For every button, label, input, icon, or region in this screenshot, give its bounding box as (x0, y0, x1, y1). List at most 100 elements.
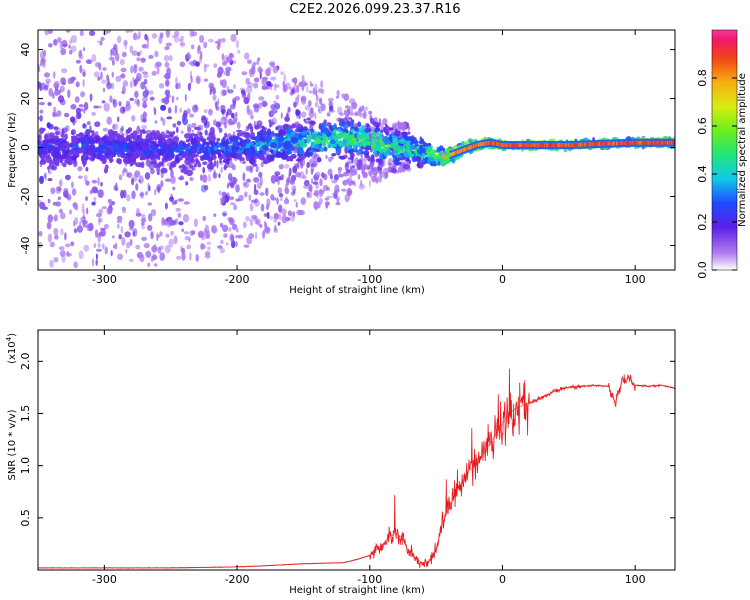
spectrogram-cell (322, 127, 329, 134)
spectrogram-cell (280, 174, 285, 178)
spectrogram-cell (136, 35, 140, 40)
spectrogram-cell (174, 104, 178, 114)
spectrogram-cell (219, 79, 223, 86)
spectrogram-cell (60, 228, 64, 236)
spectrogram-cell (347, 146, 352, 150)
spectrogram-cell (362, 112, 366, 119)
carrier-core (673, 140, 675, 145)
spectrogram-cell (310, 163, 315, 172)
spectrogram-cell (97, 153, 102, 159)
spectrogram-cell (156, 65, 160, 75)
spectrogram-cell (283, 73, 287, 83)
spectrogram-cell (382, 118, 388, 125)
spectrogram-cell (149, 153, 156, 160)
carrier-core (664, 140, 667, 145)
spectrogram-cell (213, 63, 218, 68)
spectrogram-cell (299, 142, 308, 148)
spectrogram-cell (165, 79, 170, 87)
spectrogram-cell (47, 178, 53, 182)
spectrogram-cell (244, 133, 251, 139)
spectrogram-cell (131, 161, 137, 165)
spectrogram-cell (399, 138, 406, 144)
spectrogram-cell (39, 201, 46, 210)
spectrogram-cell (186, 244, 192, 250)
spectrogram-cell (247, 178, 251, 183)
carrier-core (637, 140, 639, 145)
spectrogram-cell (258, 171, 263, 178)
spectrogram-cell (123, 148, 131, 153)
spectrogram-cell (190, 75, 193, 84)
spectrogram-cell (102, 127, 108, 132)
carrier-core (606, 141, 609, 146)
snr-frame (37, 329, 676, 571)
spectrogram-cell (235, 39, 240, 49)
spectrogram-cell (141, 71, 149, 75)
spectrogram-cell (136, 72, 142, 82)
spectrogram-cell (327, 97, 334, 102)
carrier-core (450, 152, 453, 157)
spectrogram-cell (121, 169, 125, 177)
spectrogram-cell (407, 131, 411, 135)
spectrogram-cell (51, 165, 57, 171)
spectrogram-cell (160, 116, 163, 122)
spectrogram-cell (85, 145, 90, 153)
spectrogram-cell (236, 129, 243, 133)
spectrogram-cell (150, 168, 155, 175)
spectrogram-cell (165, 94, 172, 99)
spectrogram-cell (272, 197, 277, 201)
spectrogram-cell (281, 146, 284, 150)
carrier-core (565, 143, 567, 148)
spectrogram-cell (349, 171, 353, 178)
spectrogram-cell (200, 156, 205, 161)
carrier-core (572, 143, 575, 147)
spectrogram-cell (350, 141, 355, 147)
spectrogram-cell (203, 109, 208, 114)
carrier-core (598, 142, 600, 146)
spectrogram-cell (317, 88, 324, 94)
spectrogram-cell (147, 133, 152, 138)
spectrogram-cell (167, 144, 171, 151)
spectrogram-cell (357, 174, 361, 180)
spectrogram-cell (314, 206, 318, 211)
spectrogram-cell (207, 38, 214, 43)
spectrogram-cell (60, 48, 67, 56)
spectrogram-cell (289, 156, 294, 162)
carrier-core (638, 140, 640, 145)
spectrogram-cell (47, 214, 53, 223)
spectrogram-cell (222, 224, 229, 233)
spectrogram-cell (141, 44, 148, 49)
spectrogram-cell (128, 258, 134, 263)
spectrogram-cell (237, 49, 241, 54)
carrier-core (622, 141, 624, 146)
spectrogram-cell (353, 111, 360, 117)
spectrogram-cell (103, 102, 110, 112)
spectrogram-cell (122, 106, 125, 112)
carrier-core (569, 143, 571, 148)
spectrogram-cell (331, 155, 334, 160)
carrier-core (585, 142, 587, 147)
carrier-core (473, 143, 476, 148)
spectrogram-cell (218, 190, 222, 196)
spectrogram-cell (165, 30, 170, 39)
spectrogram-cell (213, 160, 217, 167)
spectrogram-cell (150, 231, 154, 240)
spectrogram-cell (291, 137, 296, 143)
spectrogram-cell (170, 175, 176, 184)
spectrogram-cell (177, 198, 184, 202)
spectrogram-cell (136, 57, 141, 62)
spectrogram-cell (182, 141, 187, 147)
y-tick-label: 20 (19, 92, 32, 106)
spectrogram-cell (292, 165, 298, 174)
spectrogram-cell (157, 163, 161, 168)
carrier-core (643, 140, 646, 145)
spectrogram-cell (249, 166, 254, 174)
carrier-core (561, 143, 564, 148)
spectrogram-cell (230, 112, 235, 119)
spectrogram-cell (126, 194, 131, 202)
spectrogram-cell (403, 163, 411, 170)
spectrogram-cell (319, 147, 325, 152)
spectrogram-cell (331, 124, 338, 130)
carrier-core (590, 142, 593, 147)
spectrogram-cell (238, 194, 244, 202)
carrier-core (646, 140, 649, 145)
